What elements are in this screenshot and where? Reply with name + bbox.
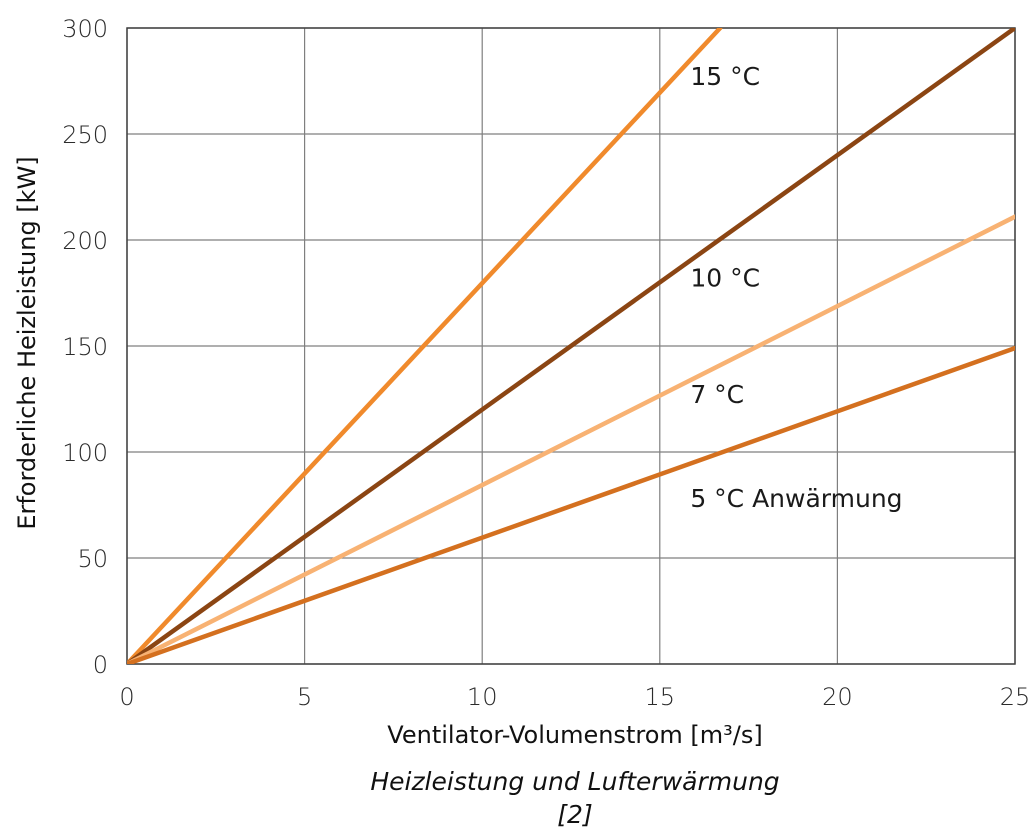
series-annotation-1: 10 °C [690, 264, 760, 293]
series-line-2 [127, 214, 1015, 664]
series-annotations: 15 °C 10 °C 7 °C 5 °C Anwärmung [690, 62, 902, 513]
figure-caption-title: Heizleistung und Lufterwärmung [370, 767, 780, 796]
series-line-3 [127, 345, 1015, 664]
y-tick-label-2: 100 [62, 439, 108, 467]
y-tick-labels: 0 50 100 150 200 250 300 [62, 15, 108, 679]
x-tick-label-2: 10 [467, 683, 498, 711]
series-line-0 [127, 28, 723, 664]
x-tick-label-0: 0 [119, 683, 134, 711]
series-line-1 [127, 28, 1015, 664]
line-chart: 0 5 10 15 20 25 0 50 100 150 200 250 300 15 °C 10 °C… [13, 15, 1029, 749]
x-axis-label: Ventilator-Volumenstrom [m³/s] [387, 721, 762, 749]
x-tick-label-5: 25 [1000, 683, 1029, 711]
series-annotation-3: 5 °C Anwärmung [690, 484, 902, 513]
y-axis-label: Erforderliche Heizleistung [kW] [13, 156, 41, 529]
x-tick-label-3: 15 [645, 683, 676, 711]
y-tick-label-3: 150 [62, 333, 108, 361]
y-tick-label-0: 0 [93, 651, 108, 679]
y-tick-label-4: 200 [62, 227, 108, 255]
x-tick-label-4: 20 [822, 683, 853, 711]
x-tick-label-1: 5 [297, 683, 312, 711]
y-tick-label-6: 300 [62, 15, 108, 43]
series-lines [127, 28, 1015, 664]
figure-caption-reference: [2] [557, 800, 593, 829]
series-annotation-0: 15 °C [690, 62, 760, 91]
y-tick-label-1: 50 [77, 545, 108, 573]
x-tick-labels: 0 5 10 15 20 25 [119, 683, 1029, 711]
y-tick-label-5: 250 [62, 121, 108, 149]
series-annotation-2: 7 °C [690, 380, 744, 409]
